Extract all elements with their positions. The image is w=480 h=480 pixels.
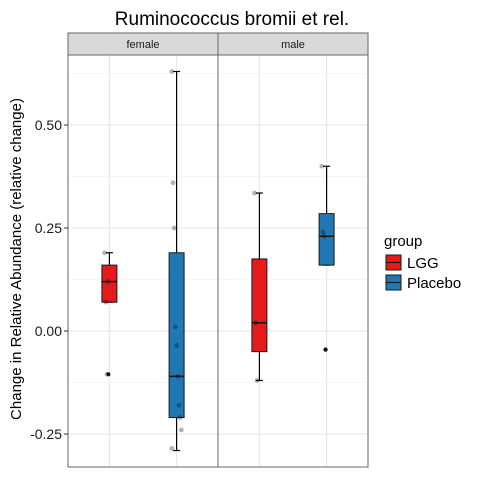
y-axis: -0.25 0.00 0.25 0.50 (30, 117, 68, 442)
panel-border (217, 54, 369, 468)
facet-strip-label: female (126, 39, 159, 51)
box-iqr (168, 252, 185, 419)
data-point (254, 378, 260, 383)
box-iqr (251, 258, 268, 353)
y-axis-label: Change in Relative Abundance (relative c… (8, 98, 25, 420)
y-tick-label: -0.25 (30, 426, 62, 442)
box-placebo (168, 69, 185, 452)
legend-label: LGG (407, 255, 439, 272)
data-point (252, 190, 257, 196)
data-point (102, 250, 107, 256)
chart-title: Ruminococcus bromii et rel. (115, 9, 349, 30)
facet-panels: female male (67, 32, 369, 468)
box-lgg (101, 250, 118, 377)
facet-male: male (217, 32, 369, 468)
box-placebo (318, 163, 335, 352)
y-tick-label: 0.25 (35, 220, 62, 236)
y-tick-label: 0.00 (35, 323, 62, 339)
legend-title: group (384, 233, 422, 250)
data-point (319, 163, 325, 169)
legend-key-placebo: Placebo (385, 274, 461, 292)
legend: group LGG Placebo (384, 233, 461, 292)
data-point (105, 279, 111, 284)
outlier-point (323, 347, 328, 352)
box-iqr (101, 264, 118, 303)
data-point (321, 233, 327, 239)
data-point (171, 225, 177, 231)
panel-background (68, 55, 218, 467)
data-point (176, 402, 182, 408)
facet-female: female (67, 32, 219, 468)
box-iqr (318, 213, 335, 266)
y-tick-label: 0.50 (35, 117, 62, 133)
data-point (104, 371, 110, 377)
data-point (173, 324, 178, 330)
legend-key-lgg: LGG (385, 254, 439, 272)
data-point (253, 320, 259, 326)
outlier-point (106, 372, 111, 377)
data-point (170, 180, 176, 186)
box-lgg (251, 190, 268, 383)
data-point (174, 343, 180, 348)
data-point (320, 229, 326, 235)
panel-background (218, 55, 368, 467)
data-point (103, 299, 109, 305)
legend-label: Placebo (407, 275, 461, 292)
data-point (175, 373, 181, 379)
data-point (169, 446, 175, 451)
facet-strip-label: male (281, 39, 305, 51)
data-point (177, 415, 183, 420)
data-point (169, 69, 175, 74)
data-point (323, 347, 328, 352)
data-point (179, 427, 184, 433)
